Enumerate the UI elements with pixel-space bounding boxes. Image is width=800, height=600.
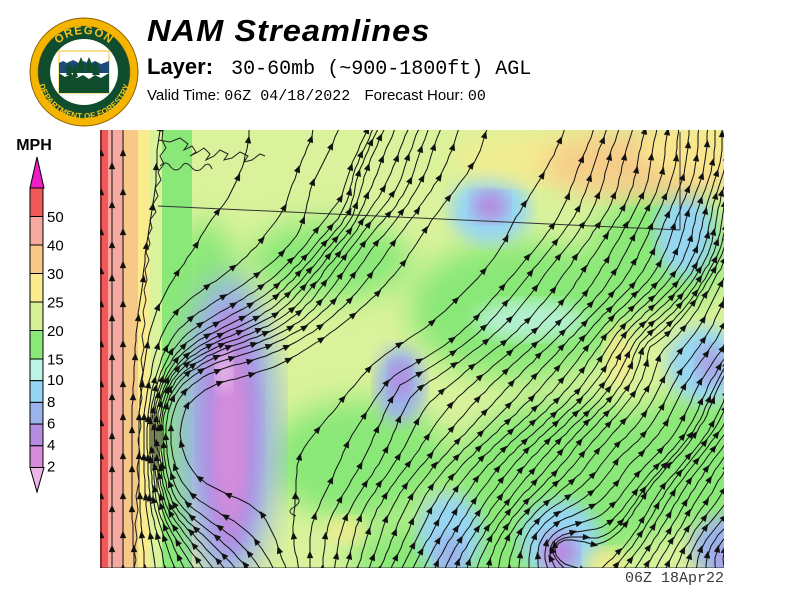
svg-text:40: 40 <box>47 238 64 255</box>
svg-text:15: 15 <box>47 352 64 369</box>
svg-text:6: 6 <box>47 416 55 433</box>
svg-text:25: 25 <box>47 295 64 312</box>
svg-text:4: 4 <box>47 437 55 454</box>
svg-text:MPH: MPH <box>16 137 52 154</box>
svg-text:8: 8 <box>47 394 55 411</box>
svg-text:50: 50 <box>47 209 64 226</box>
svg-text:10: 10 <box>47 372 64 389</box>
svg-text:30: 30 <box>47 266 64 283</box>
svg-text:2: 2 <box>47 459 55 476</box>
svg-text:20: 20 <box>47 323 64 340</box>
